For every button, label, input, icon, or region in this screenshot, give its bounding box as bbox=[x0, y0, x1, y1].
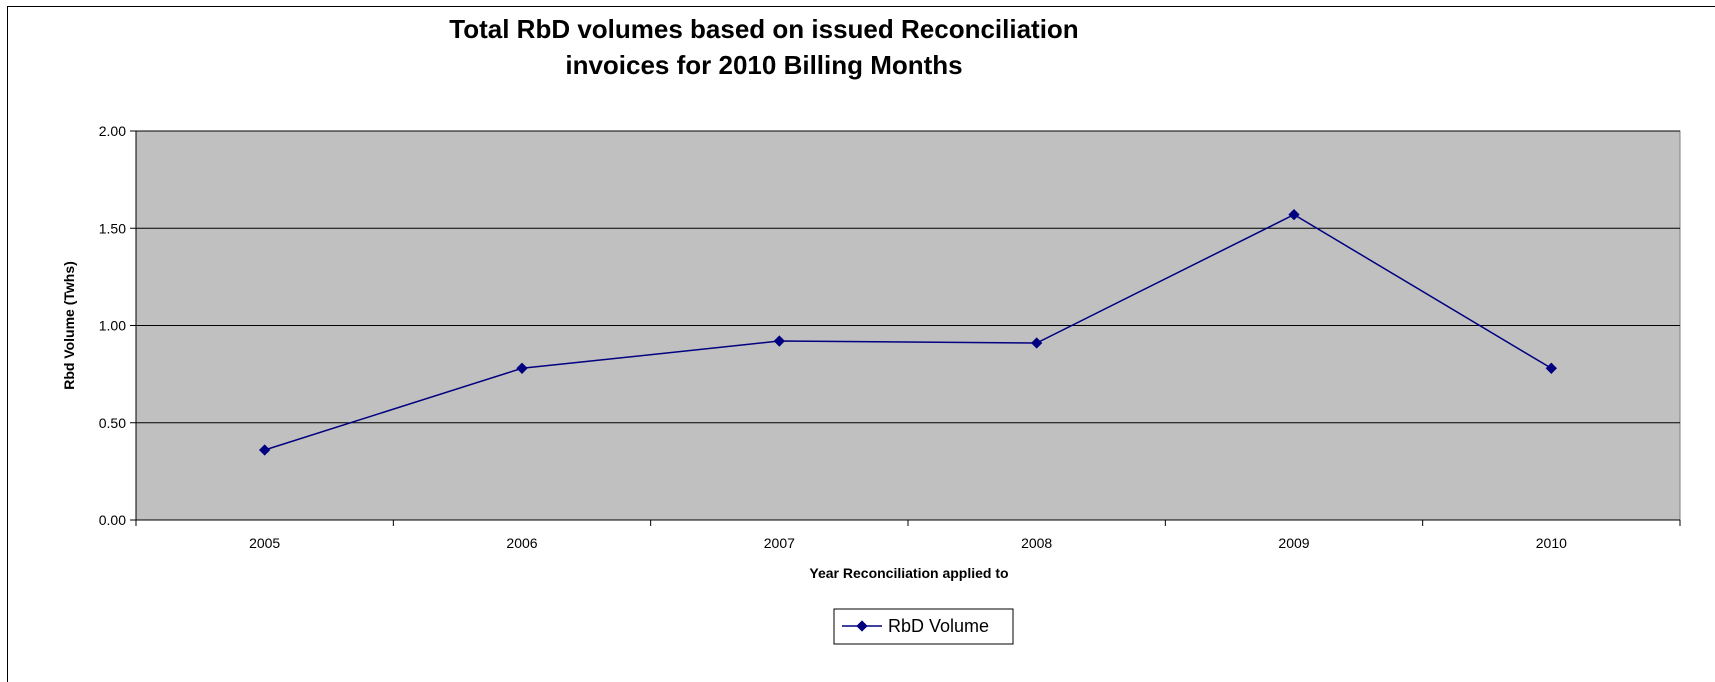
y-axis-title: Rbd Volume (Twhs) bbox=[61, 261, 77, 390]
data-point bbox=[516, 362, 528, 374]
legend-label: RbD Volume bbox=[888, 616, 989, 636]
chart-title-line-2: invoices for 2010 Billing Months bbox=[565, 50, 962, 80]
y-tick-label: 1.50 bbox=[99, 220, 126, 236]
data-point bbox=[259, 444, 271, 456]
x-tick-label: 2006 bbox=[506, 535, 537, 551]
y-axis: 0.00 0.50 1.00 1.50 2.00 bbox=[99, 123, 137, 528]
x-tick-label: 2010 bbox=[1536, 535, 1567, 551]
series-rbd-volume bbox=[259, 208, 1557, 456]
x-axis: 2005 2006 2007 2008 2009 2010 bbox=[135, 519, 1681, 551]
x-tick-label: 2007 bbox=[764, 535, 795, 551]
data-point bbox=[773, 335, 785, 347]
series-line bbox=[264, 213, 1552, 451]
y-tick-label: 0.50 bbox=[99, 415, 126, 431]
data-point bbox=[1545, 362, 1557, 374]
gridlines bbox=[136, 130, 1680, 424]
y-tick-label: 0.00 bbox=[99, 512, 126, 528]
chart-frame bbox=[7, 6, 1715, 682]
data-point bbox=[1288, 208, 1300, 221]
x-tick-label: 2008 bbox=[1021, 535, 1052, 551]
x-tick-label: 2005 bbox=[249, 535, 280, 551]
x-axis-title: Year Reconciliation applied to bbox=[809, 565, 1008, 581]
y-tick-label: 1.00 bbox=[99, 318, 126, 334]
data-point bbox=[1031, 337, 1043, 349]
chart-title-line-1: Total RbD volumes based on issued Reconc… bbox=[449, 14, 1078, 44]
chart-title: Total RbD volumes based on issued Reconc… bbox=[449, 14, 1078, 80]
y-tick-label: 2.00 bbox=[99, 123, 126, 139]
x-tick-label: 2009 bbox=[1278, 535, 1309, 551]
legend-marker-swatch bbox=[856, 620, 868, 632]
legend: RbD Volume bbox=[833, 608, 1014, 645]
